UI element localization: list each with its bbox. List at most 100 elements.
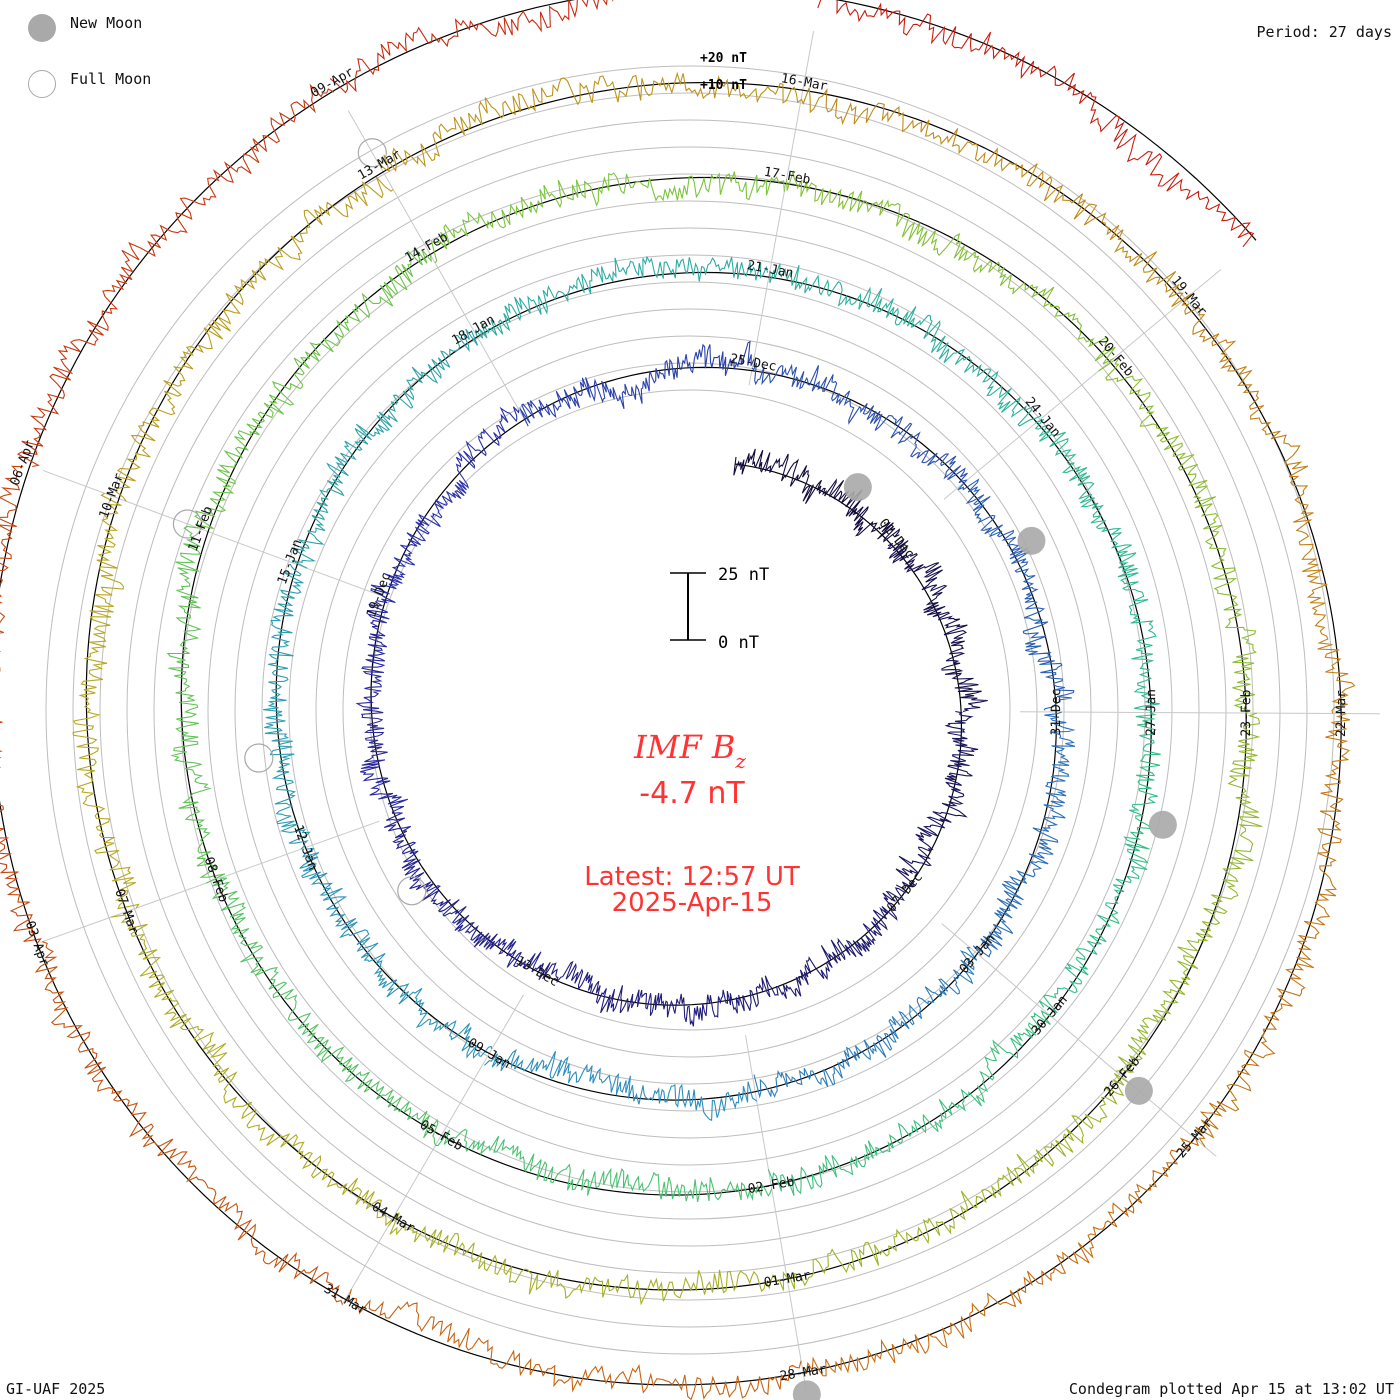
date-label: 01-Mar <box>763 1268 812 1291</box>
grid-ring <box>207 227 1173 1193</box>
date-label: 22-Mar <box>1334 690 1349 737</box>
period-label: Period: 27 days <box>1256 23 1392 41</box>
bz-trace-segment <box>299 847 493 1059</box>
new-moon-marker <box>1017 526 1046 555</box>
date-label: 12-Jan <box>290 823 320 872</box>
bz-trace-segment <box>475 255 769 339</box>
bz-trace-segment <box>329 0 614 94</box>
bz-trace-segment <box>370 406 520 599</box>
scale-bar-top-label: 25 nT <box>718 565 769 585</box>
date-label: 08-Feb <box>201 855 231 904</box>
center-title: IMF Bz <box>633 728 746 773</box>
center-readout: IMF Bz -4.7 nT Latest: 12:57 UT 2025-Apr… <box>584 728 800 918</box>
spoke-line <box>347 110 527 424</box>
bz-trace-segment <box>1181 297 1356 714</box>
latest-date: 2025-Apr-15 <box>612 888 773 918</box>
bz-trace-segment <box>430 171 785 264</box>
new-moon-legend-icon <box>28 14 56 42</box>
bz-trace-segment <box>1038 712 1161 1014</box>
date-label: 02-Feb <box>747 1174 796 1197</box>
grid-ring <box>342 362 1038 1058</box>
date-label: 11-Feb <box>186 504 216 553</box>
scale-bar: 25 nT 0 nT <box>670 565 769 653</box>
bz-trace-segment <box>16 83 335 468</box>
bz-trace-segment <box>733 448 901 543</box>
date-label: 31-Mar <box>321 1282 369 1319</box>
bz-trace-segment <box>263 563 311 850</box>
bz-trace-segment <box>346 1289 802 1400</box>
grid-ring <box>45 65 1335 1355</box>
new-moon-marker <box>1148 810 1177 839</box>
moon-markers <box>172 138 1177 1400</box>
bz-trace-segment <box>484 1048 758 1121</box>
bz-trace-segment <box>817 0 1255 248</box>
grid-ring <box>315 335 1065 1085</box>
spoke-line <box>42 469 381 596</box>
ring-label-top: +20 nT <box>700 51 747 66</box>
grid-ring <box>72 92 1308 1328</box>
date-labels: 01-Dec07-Dec13-Dec19-Dec25-Dec31-Dec03-J… <box>8 0 1350 1384</box>
bz-trace-segment <box>387 1212 788 1306</box>
full-moon-legend-label: Full Moon <box>70 70 152 88</box>
bz-trace-segment <box>786 169 1116 365</box>
bz-trace-segment <box>1115 712 1263 1073</box>
grid-ring <box>261 281 1119 1139</box>
bz-trace-segment <box>1098 356 1257 714</box>
new-moon-legend-label: New Moon <box>70 14 143 32</box>
bz-trace-segment <box>751 362 968 484</box>
bz-trace-segment <box>166 525 226 884</box>
footer-credit: GI-UAF 2025 <box>6 1380 106 1398</box>
grid-rings <box>45 65 1335 1355</box>
scale-bar-bottom-label: 0 nT <box>718 633 759 653</box>
bz-trace-segment <box>0 465 42 944</box>
bz-trace-segment <box>383 812 542 973</box>
full-moon-marker <box>244 743 274 773</box>
bz-trace-segment <box>377 71 802 173</box>
date-label: 09-Apr <box>308 65 356 101</box>
full-moon-marker <box>172 509 203 539</box>
full-moon-legend-icon <box>28 70 56 98</box>
bz-trace-segment <box>1195 713 1351 1148</box>
ring-label-second: +10 nT <box>700 78 747 93</box>
grid-ring <box>99 119 1281 1301</box>
grid-ring <box>126 146 1254 1274</box>
bz-trace-segment <box>753 946 978 1099</box>
date-label: 09-Jan <box>465 1035 513 1072</box>
date-label: 18-Jan <box>449 312 497 348</box>
spoke-line <box>943 268 1222 500</box>
spoke-line <box>745 1035 807 1391</box>
date-label: 24-Jan <box>1022 395 1064 441</box>
bz-trace-segment <box>738 887 906 1012</box>
bz-trace-segment <box>787 1073 1131 1290</box>
spoke-line <box>341 994 524 1306</box>
date-label: 07-Mar <box>111 887 141 936</box>
bz-trace-segment <box>111 914 393 1227</box>
bz-trace-segment <box>803 1137 1200 1377</box>
bz-trace-segment <box>72 492 140 910</box>
date-label: 30-Jan <box>1029 993 1071 1039</box>
new-moon-marker <box>843 473 872 502</box>
bz-trace-segment <box>211 877 439 1146</box>
spoke-line <box>1019 711 1380 715</box>
full-moon-marker <box>397 876 427 906</box>
date-label: 19-Dec <box>364 570 394 619</box>
bz-trace-segment <box>291 328 479 569</box>
grid-ring <box>153 173 1227 1247</box>
bz-trace-segment <box>538 960 740 1027</box>
new-moon-marker <box>792 1380 821 1400</box>
bz-series <box>0 0 1356 1400</box>
zero-line <box>0 0 1342 1386</box>
zero-line-spiral <box>0 0 1342 1386</box>
bz-trace-segment <box>519 340 755 427</box>
date-label: 14-Feb <box>402 230 450 266</box>
center-value: -4.7 nT <box>639 776 745 811</box>
bz-trace-segment <box>887 538 988 713</box>
bz-trace-segment <box>355 595 409 814</box>
date-label: 31-Dec <box>1049 688 1064 735</box>
bz-trace-segment <box>800 87 1192 308</box>
grid-ring <box>288 308 1092 1112</box>
full-moon-marker <box>357 138 387 168</box>
bz-trace-segment <box>435 1128 773 1203</box>
latest-time: Latest: 12:57 UT <box>584 862 800 892</box>
